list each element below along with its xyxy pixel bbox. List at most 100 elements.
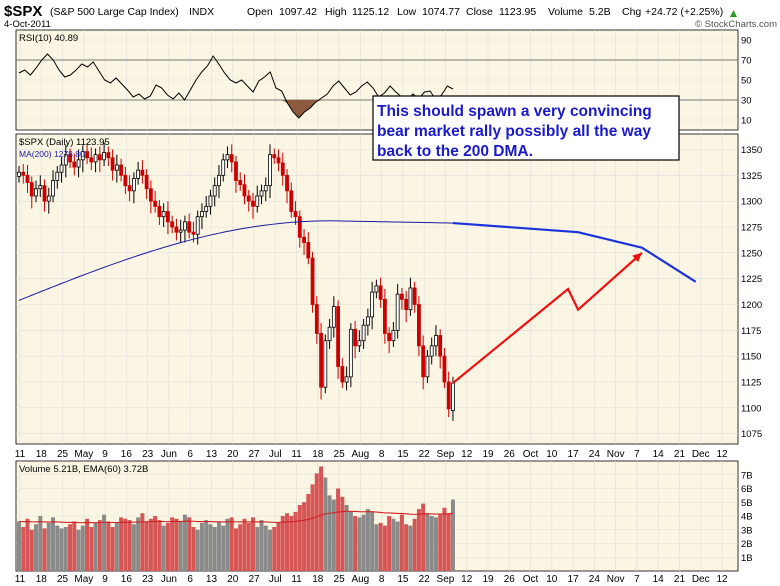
volume-bar (182, 514, 187, 571)
price-candle (157, 205, 162, 218)
x-tick-label: 18 (36, 449, 48, 460)
price-candle (348, 328, 353, 378)
open-value: 1097.42 (279, 6, 317, 18)
volume-bar (276, 522, 281, 571)
volume-bar (323, 477, 328, 571)
volume-bar (382, 525, 387, 571)
price-candle (302, 236, 306, 243)
price-candle (404, 298, 409, 311)
x-tick-label: 12 (716, 574, 728, 585)
volume-bar (433, 517, 438, 571)
x-tick-label: 17 (568, 449, 580, 460)
rsi-oversold-fill (281, 100, 322, 118)
volume-bar (157, 520, 162, 571)
volume-bar (429, 516, 434, 571)
price-candle (93, 154, 98, 163)
price-tick-label: 1200 (741, 300, 762, 311)
volume-bar (191, 527, 196, 571)
x-tick-label: 12 (716, 449, 728, 460)
volume-bar (93, 522, 98, 571)
volume-bar (131, 524, 136, 571)
volume-bar (233, 528, 238, 571)
volume-bar (425, 513, 430, 571)
price-candle (106, 152, 111, 159)
price-candle (289, 190, 294, 212)
volume-bar (259, 520, 264, 571)
chart-date: 4-Oct-2011 (4, 19, 51, 30)
price-tick-label: 1175 (741, 326, 761, 337)
price-candle (55, 171, 60, 181)
price-candle (140, 169, 145, 176)
price-tick-label: 1275 (741, 223, 762, 234)
volume-bar (46, 522, 51, 571)
x-tick-label: Jul (269, 449, 282, 460)
volume-bar (272, 527, 277, 571)
chart-index-name: (S&P 500 Large Cap Index) (50, 6, 179, 18)
price-candle (72, 161, 77, 168)
volume-bar (268, 529, 273, 571)
x-tick-label: 8 (379, 449, 385, 460)
x-tick-label: 18 (312, 574, 324, 585)
x-tick-label: 16 (121, 574, 133, 585)
volume-bar (361, 514, 366, 571)
price-candle (127, 185, 132, 192)
up-arrow-icon (730, 10, 737, 17)
price-candle (306, 242, 311, 259)
x-tick-label: 19 (482, 574, 494, 585)
price-candle (123, 174, 128, 187)
x-tick-label: Jun (161, 574, 177, 585)
price-candle (63, 154, 68, 166)
volume-layer (17, 466, 455, 571)
price-candle (340, 366, 345, 383)
price-candle (382, 298, 387, 334)
price-candle (187, 221, 192, 233)
price-candle (89, 157, 94, 163)
volume-bar (442, 507, 447, 571)
volume-bar (72, 521, 77, 571)
price-candle (42, 185, 47, 202)
x-tick-label: 25 (57, 449, 69, 460)
price-candle (76, 159, 81, 168)
volume-bar (336, 488, 341, 571)
price-candle (51, 180, 55, 197)
price-candle (314, 304, 319, 334)
volume-bar (80, 525, 85, 571)
volume-bar (302, 502, 307, 571)
price-candle (200, 211, 204, 218)
chg-label: Chg (622, 6, 641, 18)
volume-bar (280, 516, 285, 571)
volume-bar (55, 525, 60, 571)
price-candle (336, 306, 340, 367)
price-candle (238, 180, 243, 186)
price-candle (85, 151, 89, 159)
volume-bar (399, 514, 404, 571)
price-candle (225, 154, 230, 161)
volume-bar (408, 525, 413, 571)
volume-ema-line (18, 510, 454, 524)
x-tick-label: 27 (248, 449, 260, 460)
price-candle (191, 231, 196, 235)
rsi-legend: RSI(10) 40.89 (19, 33, 78, 44)
price-candle (246, 195, 251, 202)
price-tick-label: 1350 (741, 145, 762, 156)
x-tick-label: 17 (568, 574, 580, 585)
volume-bar (357, 517, 362, 571)
x-tick-label: 15 (397, 449, 409, 460)
price-candle (285, 174, 289, 192)
volume-bar (76, 529, 81, 571)
rsi-tick-label: 10 (741, 116, 752, 127)
x-tick-label: 22 (419, 574, 431, 585)
volume-bar (42, 528, 47, 571)
price-candle (331, 306, 336, 328)
price-candle (263, 185, 268, 192)
price-candle (148, 188, 153, 202)
x-tick-label: 10 (546, 449, 558, 460)
x-tick-label: 23 (142, 449, 154, 460)
price-candle (29, 182, 34, 197)
volume-bar (161, 525, 166, 571)
volume-bar (348, 511, 353, 571)
x-tick-label: 6 (187, 449, 193, 460)
price-tick-label: 1150 (741, 352, 761, 363)
volume-bar (21, 527, 26, 571)
price-tick-label: 1225 (741, 274, 762, 285)
